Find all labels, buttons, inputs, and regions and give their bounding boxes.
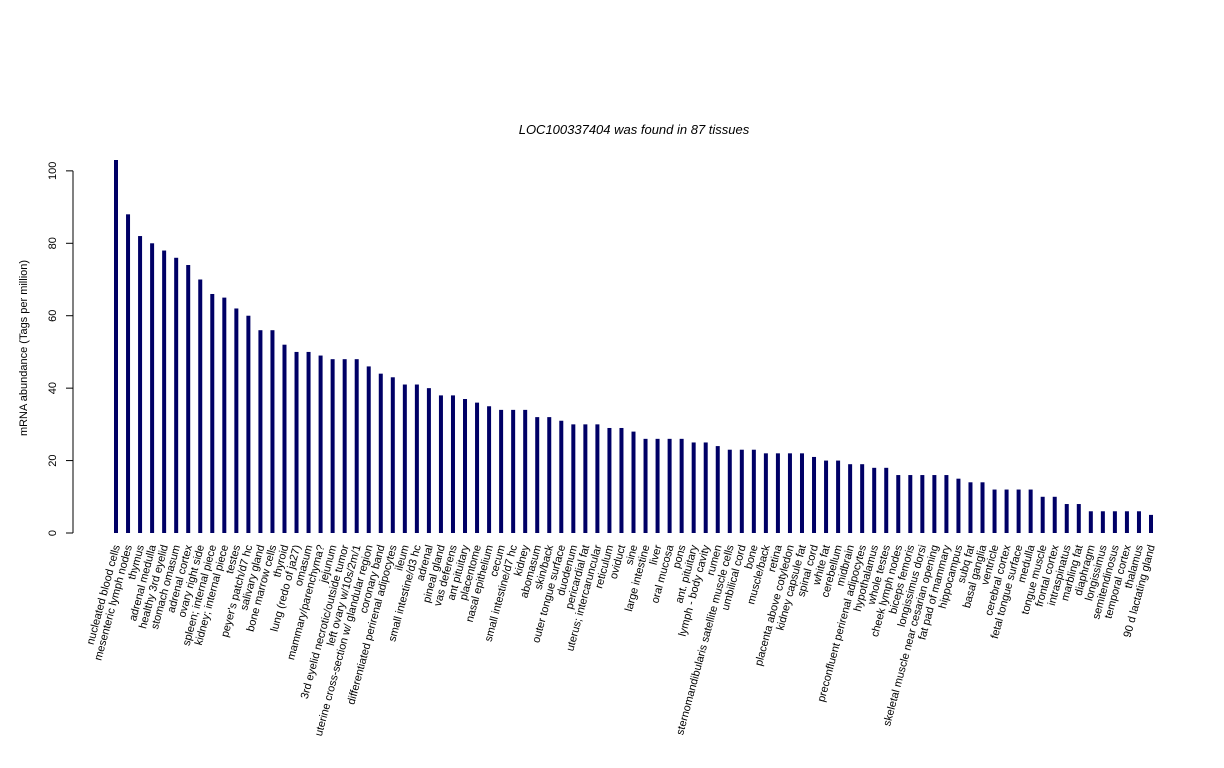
bar (932, 475, 937, 533)
bar (703, 442, 708, 533)
bar (1124, 511, 1129, 533)
bar (559, 420, 564, 533)
bar (282, 344, 287, 533)
bar (342, 359, 347, 533)
y-tick-label: 100 (47, 162, 59, 180)
bar (679, 438, 684, 533)
bar (162, 250, 167, 533)
bar (1040, 496, 1045, 533)
bar (1016, 489, 1021, 533)
bar (1112, 511, 1117, 533)
bar (523, 409, 528, 533)
bar (619, 427, 624, 533)
bar (174, 257, 179, 533)
bar (198, 279, 203, 533)
bar (860, 464, 865, 533)
bar (222, 297, 227, 533)
bar (727, 449, 732, 533)
bar (487, 406, 492, 533)
bar (607, 427, 612, 533)
bar (824, 460, 829, 533)
bar (751, 449, 756, 533)
bar (799, 453, 804, 533)
bar (787, 453, 792, 533)
bar (655, 438, 660, 533)
bar (715, 446, 720, 533)
chart-title: LOC100337404 was found in 87 tissues (519, 122, 750, 137)
bar (318, 355, 323, 533)
bar (426, 388, 431, 533)
bar (583, 424, 588, 533)
bar (450, 395, 455, 533)
bar (980, 482, 985, 533)
bar (812, 456, 817, 533)
bar (1088, 511, 1093, 533)
bar (114, 160, 118, 533)
bar (1149, 514, 1153, 533)
bar (138, 236, 143, 534)
bar (354, 359, 359, 533)
bar (872, 467, 877, 533)
bar (234, 308, 239, 533)
bar (246, 315, 251, 533)
bar (294, 351, 299, 533)
bar (956, 478, 961, 533)
bar (511, 409, 516, 533)
bar (438, 395, 443, 533)
bar (463, 399, 468, 533)
bar (126, 214, 131, 534)
bar (739, 449, 744, 533)
bar (306, 351, 311, 533)
bar (763, 453, 768, 533)
bar (1076, 504, 1081, 533)
bar (150, 243, 155, 533)
bar (1100, 511, 1105, 533)
bar (270, 330, 275, 533)
bar (848, 464, 853, 533)
bar (210, 293, 215, 533)
bar (1052, 496, 1057, 533)
bar (475, 402, 480, 533)
bar (775, 453, 780, 533)
bar (992, 489, 997, 533)
x-tick-label: liver (648, 543, 665, 566)
x-tick-label: sine (624, 544, 641, 567)
bar (896, 475, 901, 533)
bar (547, 417, 552, 533)
y-tick-label: 0 (47, 530, 59, 536)
bar (186, 265, 191, 533)
bar (378, 373, 383, 533)
bar (571, 424, 576, 533)
bar (414, 384, 419, 533)
bar (402, 384, 407, 533)
y-tick-label: 40 (47, 382, 59, 394)
bar (643, 438, 648, 533)
y-axis-label: mRNA abundance (Tags per million) (18, 260, 30, 436)
bar (390, 377, 395, 533)
bar (1028, 489, 1033, 533)
bar (884, 467, 889, 533)
bar (366, 366, 371, 533)
y-tick-label: 60 (47, 310, 59, 322)
bar (968, 482, 973, 533)
bar (691, 442, 696, 533)
bar (667, 438, 672, 533)
bar (1064, 504, 1069, 533)
bar (920, 475, 925, 533)
bar (258, 330, 263, 533)
y-tick-label: 80 (47, 237, 59, 249)
y-tick-label: 20 (47, 454, 59, 466)
bar (330, 359, 335, 533)
bar (535, 417, 540, 533)
bar (1136, 511, 1141, 533)
bar (944, 475, 949, 533)
bar (595, 424, 600, 533)
bar (1004, 489, 1009, 533)
bar (631, 431, 636, 533)
bar (499, 409, 504, 533)
bar (908, 475, 913, 533)
bar (836, 460, 841, 533)
